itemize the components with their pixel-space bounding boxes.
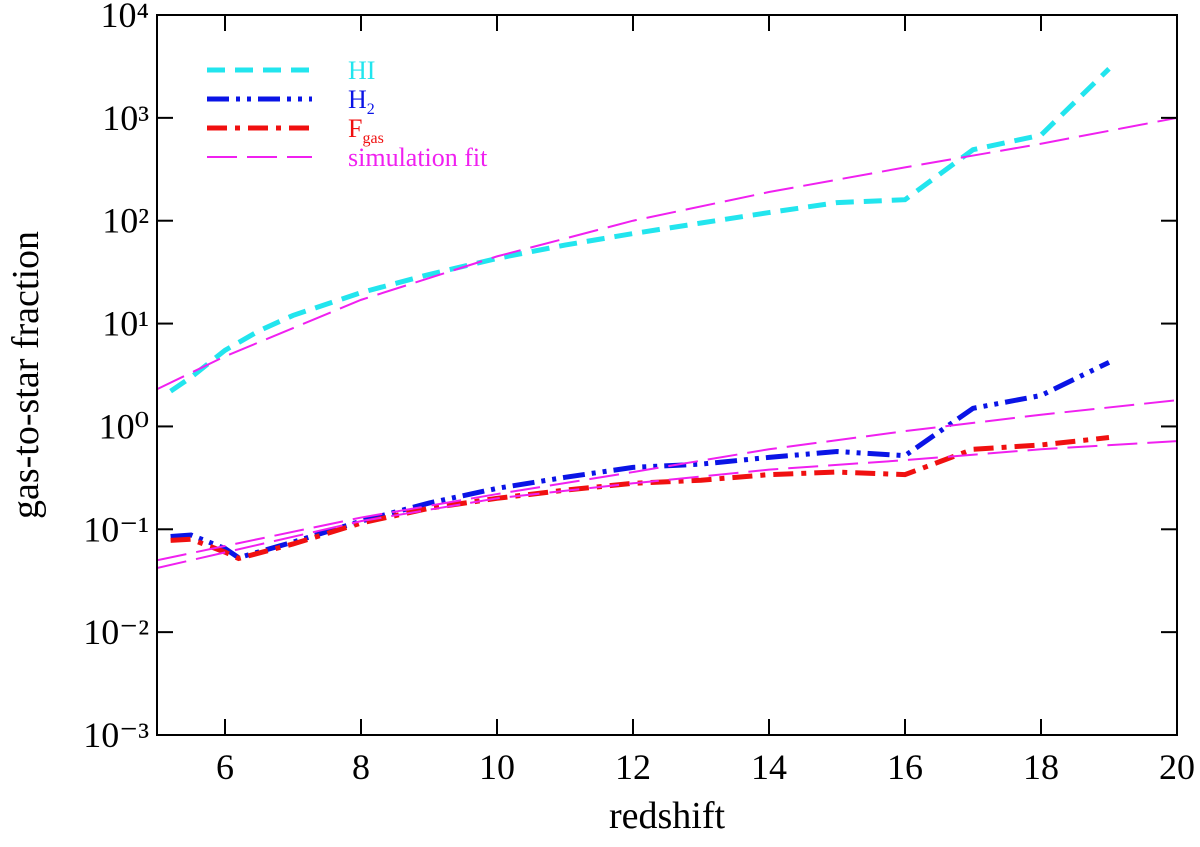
y-tick-label: 10¹ bbox=[102, 304, 149, 344]
legend-label: simulation fit bbox=[348, 143, 488, 172]
legend-name: simulation fit bbox=[348, 143, 488, 172]
y-tick-label: 10⁰ bbox=[99, 406, 149, 446]
legend-label: HI bbox=[348, 56, 375, 85]
y-tick-label: 10³ bbox=[102, 98, 149, 138]
data-line bbox=[157, 440, 1177, 570]
y-tick-label: 10⁻¹ bbox=[83, 509, 149, 549]
x-tick-label: 6 bbox=[216, 747, 234, 787]
y-tick-label: 10⁻² bbox=[83, 612, 149, 652]
legend-subscript: 2 bbox=[367, 101, 375, 118]
legend-subscript: gas bbox=[362, 130, 383, 147]
x-tick-label: 12 bbox=[615, 747, 651, 787]
plot-frame bbox=[156, 14, 1178, 736]
y-tick-label: 10⁴ bbox=[100, 0, 149, 35]
x-tick-label: 14 bbox=[751, 747, 787, 787]
x-tick-label: 16 bbox=[887, 747, 923, 787]
data-line bbox=[169, 66, 1111, 394]
legend-label: H2 bbox=[348, 85, 375, 118]
data-line bbox=[170, 360, 1111, 561]
plot-area bbox=[157, 66, 1177, 570]
data-line bbox=[157, 116, 1177, 391]
legend-name: F bbox=[348, 114, 362, 143]
x-tick-label: 8 bbox=[352, 747, 370, 787]
data-line bbox=[170, 435, 1110, 562]
x-axis-label: redshift bbox=[609, 795, 726, 837]
legend-name: HI bbox=[348, 56, 375, 85]
x-tick-label: 18 bbox=[1023, 747, 1059, 787]
x-tick-label: 10 bbox=[479, 747, 515, 787]
x-tick-label: 20 bbox=[1159, 747, 1195, 787]
legend-name: H bbox=[348, 85, 367, 114]
legend-label: Fgas bbox=[348, 114, 384, 147]
y-axis-label: gas-to-star fraction bbox=[5, 231, 47, 519]
y-tick-label: 10² bbox=[102, 201, 149, 241]
y-tick-label: 10⁻³ bbox=[83, 715, 149, 755]
